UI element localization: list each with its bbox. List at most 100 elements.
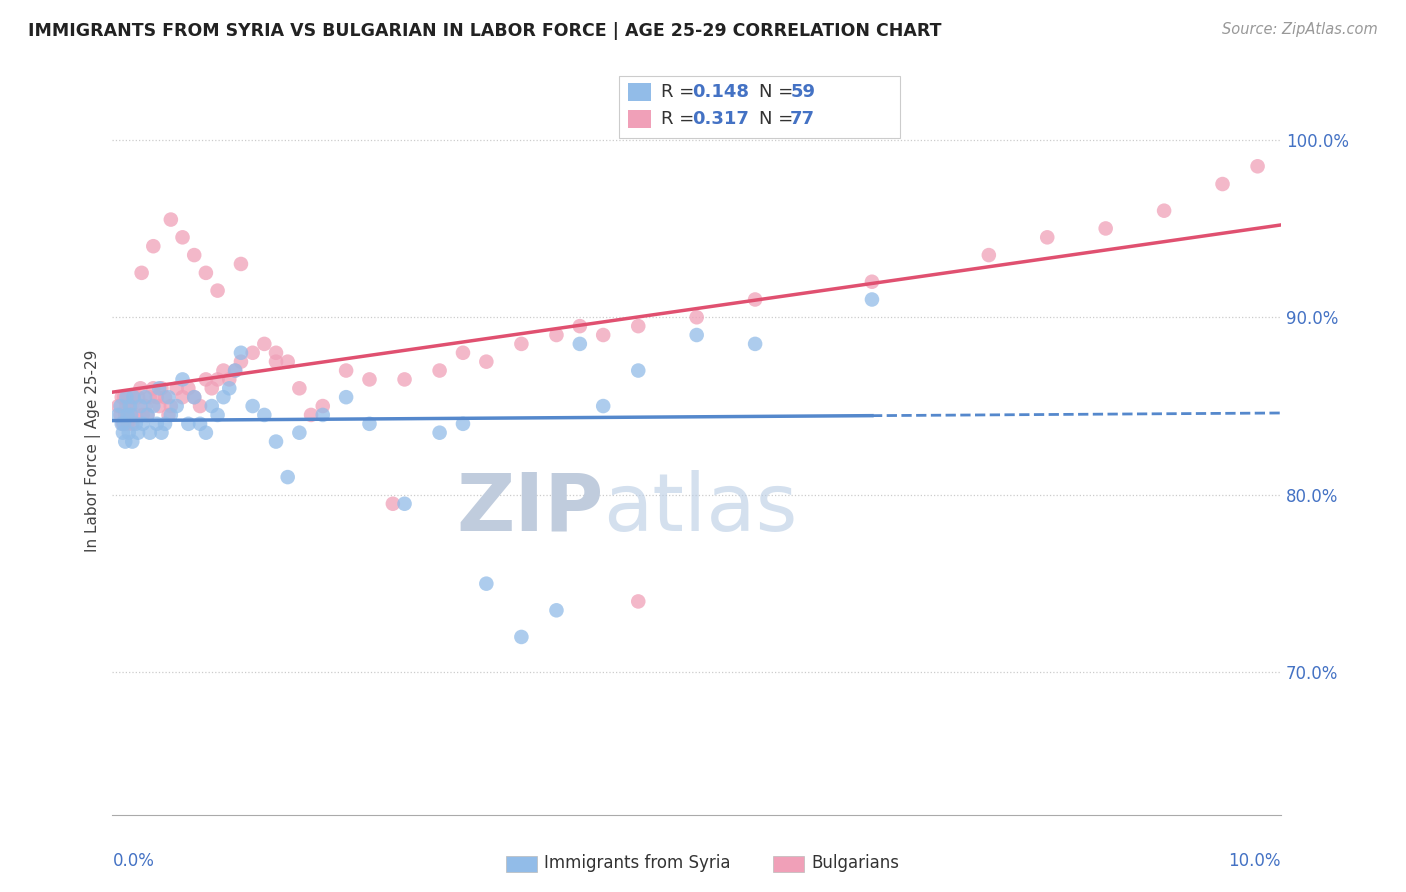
Point: [1212, 177, 1234, 191]
Point: [686, 310, 709, 325]
Point: [110, 399, 132, 413]
Point: [568, 337, 591, 351]
Point: [183, 390, 205, 404]
Point: [177, 417, 200, 431]
Point: [153, 417, 176, 431]
Point: [131, 266, 153, 280]
Point: [114, 434, 136, 449]
Point: [335, 363, 357, 377]
Point: [136, 408, 159, 422]
Text: 0.317: 0.317: [692, 110, 748, 128]
Point: [142, 381, 165, 395]
Point: [122, 390, 145, 404]
Point: [218, 372, 240, 386]
Text: Immigrants from Syria: Immigrants from Syria: [544, 855, 731, 872]
Point: [207, 408, 229, 422]
Y-axis label: In Labor Force | Age 25-29: In Labor Force | Age 25-29: [86, 350, 101, 551]
Point: [277, 354, 299, 368]
Point: [111, 417, 134, 431]
Point: [125, 417, 148, 431]
Point: [592, 328, 614, 343]
Text: R =: R =: [661, 110, 700, 128]
Point: [744, 337, 766, 351]
Point: [112, 417, 135, 431]
Point: [146, 417, 169, 431]
Point: [977, 248, 1000, 262]
Point: [207, 284, 229, 298]
Point: [115, 390, 138, 404]
Point: [212, 363, 235, 377]
Point: [860, 293, 883, 307]
Point: [229, 345, 252, 359]
Point: [224, 363, 246, 377]
Point: [568, 319, 591, 334]
Point: [359, 417, 381, 431]
Point: [142, 239, 165, 253]
Point: [627, 363, 650, 377]
Point: [188, 399, 211, 413]
Point: [253, 337, 276, 351]
Point: [172, 372, 194, 386]
Point: [229, 257, 252, 271]
Point: [394, 497, 416, 511]
Point: [183, 390, 205, 404]
Point: [142, 399, 165, 413]
Point: [264, 434, 287, 449]
Point: [160, 399, 183, 413]
Point: [157, 390, 180, 404]
Point: [429, 425, 451, 440]
Point: [627, 594, 650, 608]
Point: [129, 381, 152, 395]
Point: [194, 372, 217, 386]
Point: [120, 408, 142, 422]
Point: [118, 425, 141, 440]
Point: [312, 399, 335, 413]
Point: [299, 408, 322, 422]
Point: [117, 417, 139, 431]
Point: [744, 293, 766, 307]
Text: 77: 77: [790, 110, 815, 128]
Point: [127, 390, 149, 404]
Point: [118, 408, 141, 422]
Point: [394, 372, 416, 386]
Point: [110, 408, 132, 422]
Point: [1036, 230, 1059, 244]
Point: [592, 399, 614, 413]
Point: [117, 408, 139, 422]
Point: [288, 381, 311, 395]
Point: [546, 603, 568, 617]
Point: [627, 319, 650, 334]
Point: [451, 345, 474, 359]
Point: [122, 390, 145, 404]
Point: [166, 399, 188, 413]
Point: [201, 381, 224, 395]
Point: [1153, 203, 1175, 218]
Text: Bulgarians: Bulgarians: [811, 855, 900, 872]
Point: [242, 345, 264, 359]
Point: [129, 399, 152, 413]
Text: Source: ZipAtlas.com: Source: ZipAtlas.com: [1222, 22, 1378, 37]
Point: [160, 408, 183, 422]
Point: [475, 576, 498, 591]
Point: [229, 354, 252, 368]
Point: [134, 399, 156, 413]
Point: [224, 363, 246, 377]
Point: [118, 399, 141, 413]
Point: [264, 345, 287, 359]
Point: [475, 354, 498, 368]
Text: 0.0%: 0.0%: [112, 852, 155, 870]
Point: [153, 390, 176, 404]
Point: [111, 417, 134, 431]
Point: [111, 390, 134, 404]
Point: [111, 425, 134, 440]
Point: [359, 372, 381, 386]
Point: [146, 390, 169, 404]
Point: [381, 497, 404, 511]
Point: [121, 434, 143, 449]
Text: R =: R =: [661, 83, 700, 101]
Point: [510, 337, 533, 351]
Point: [177, 381, 200, 395]
Point: [183, 248, 205, 262]
Point: [1246, 159, 1268, 173]
Point: [860, 275, 883, 289]
